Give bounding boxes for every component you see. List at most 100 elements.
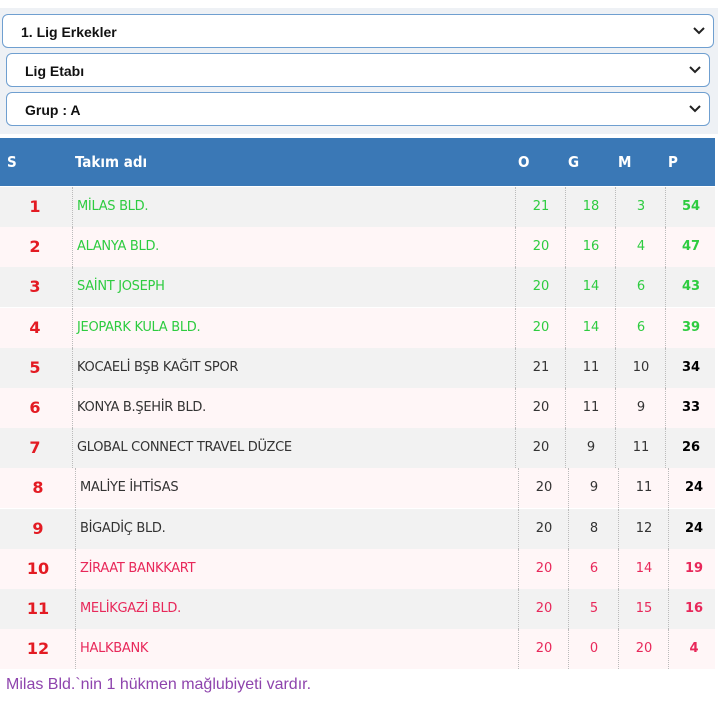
points: 4 [668, 629, 718, 670]
rank: 8 [32, 478, 44, 498]
stat: 21 [515, 187, 566, 227]
chevron [689, 105, 701, 113]
rank: 11 [26, 599, 50, 618]
filter-panel: 1. Lig Erkekler Lig Etabı Grup : A [0, 8, 718, 134]
stat: 6 [615, 267, 666, 308]
table-row: 3 SAİNT JOSEPH 20 14 6 43 [0, 267, 716, 308]
points: 24 [668, 468, 718, 509]
stat: 15 [618, 589, 669, 629]
footnote: Milas Bld.`nin 1 hükmen mağlubiyeti vard… [6, 676, 312, 693]
column-header: P [668, 153, 678, 171]
table-row: 10 ZİRAAT BANKKART 20 6 14 19 [0, 548, 718, 589]
stat: 20 [518, 468, 569, 509]
dropdown[interactable]: Grup : A [6, 92, 710, 126]
column-header: M [618, 153, 632, 171]
rank: 6 [29, 398, 41, 417]
stat: 5 [568, 589, 619, 629]
team-name: MELİKGAZİ BLD. [75, 589, 520, 629]
table-row: 6 KONYA B.ŞEHİR BLD. 20 11 9 33 [0, 388, 715, 428]
rank: 3 [29, 277, 41, 297]
stat: 9 [568, 468, 619, 509]
rank: 7 [29, 438, 41, 458]
stat: 3 [615, 187, 666, 227]
stat: 9 [565, 428, 616, 469]
stat: 6 [615, 307, 666, 348]
stat: 21 [515, 347, 566, 388]
table-row: 2 ALANYA BLD. 20 16 4 47 [0, 227, 716, 268]
rank: 9 [32, 518, 44, 538]
stat: 14 [618, 548, 669, 589]
points: 43 [665, 267, 716, 308]
stat: 11 [615, 428, 666, 469]
team-name: HALKBANK [75, 629, 520, 670]
column-header: O [518, 153, 530, 171]
stat: 4 [615, 227, 666, 268]
column-header: Takım adı [75, 153, 148, 171]
dropdown-label: Lig Etabı [25, 63, 85, 79]
points: 34 [665, 347, 716, 388]
stat: 14 [565, 307, 616, 348]
table-row: 5 KOCAELİ BŞB KAĞIT SPOR 21 11 10 34 [0, 347, 716, 388]
dropdown[interactable]: Lig Etabı [6, 53, 710, 87]
stat: 11 [565, 388, 616, 428]
stat: 20 [515, 227, 566, 268]
chevron [689, 66, 701, 74]
rank: 12 [26, 639, 50, 659]
table-row: 1 MİLAS BLD. 21 18 3 54 [0, 187, 715, 227]
stat: 11 [618, 468, 669, 509]
table-row: 8 MALİYE İHTİSAS 20 9 11 24 [0, 468, 718, 509]
dropdown-label: 1. Lig Erkekler [21, 24, 117, 40]
stat: 9 [615, 388, 666, 428]
chevron [693, 27, 705, 35]
stat: 8 [568, 508, 619, 549]
team-name: BİGADİÇ BLD. [75, 508, 520, 549]
points: 24 [668, 508, 718, 549]
points: 33 [665, 388, 716, 428]
table-row: 12 HALKBANK 20 0 20 4 [0, 629, 718, 670]
dropdown-label: Grup : A [25, 102, 81, 118]
stat: 20 [518, 589, 569, 629]
team-name: MİLAS BLD. [72, 187, 517, 227]
rank: 10 [26, 558, 50, 578]
table-header: S Takım adı O G M P [0, 138, 715, 186]
stat: 18 [565, 187, 616, 227]
stat: 20 [618, 629, 669, 670]
stat: 0 [568, 629, 619, 670]
points: 39 [665, 307, 716, 348]
stat: 11 [565, 347, 616, 388]
points: 47 [665, 227, 716, 268]
stat: 14 [565, 267, 616, 308]
team-name: ALANYA BLD. [72, 227, 517, 268]
stat: 20 [515, 428, 566, 469]
points: 19 [668, 548, 718, 589]
team-name: SAİNT JOSEPH [72, 267, 517, 308]
stat: 20 [515, 267, 566, 308]
stat: 20 [515, 388, 566, 428]
team-name: JEOPARK KULA BLD. [72, 307, 517, 348]
rank: 4 [29, 317, 41, 337]
team-name: GLOBAL CONNECT TRAVEL DÜZCE [72, 428, 517, 469]
table-row: 7 GLOBAL CONNECT TRAVEL DÜZCE 20 9 11 26 [0, 428, 716, 469]
stat: 6 [568, 548, 619, 589]
stat: 20 [518, 629, 569, 670]
stat: 12 [618, 508, 669, 549]
team-name: KOCAELİ BŞB KAĞIT SPOR [72, 347, 517, 388]
stat: 10 [615, 347, 666, 388]
stat: 20 [518, 508, 569, 549]
rank: 2 [29, 237, 41, 257]
table-row: 11 MELİKGAZİ BLD. 20 5 15 16 [0, 589, 715, 629]
table-row: 9 BİGADİÇ BLD. 20 8 12 24 [0, 508, 718, 549]
points: 26 [665, 428, 716, 469]
dropdown[interactable]: 1. Lig Erkekler [2, 14, 714, 48]
rank: 5 [29, 357, 41, 377]
points: 54 [665, 187, 716, 227]
team-name: KONYA B.ŞEHİR BLD. [72, 388, 517, 428]
stat: 20 [518, 548, 569, 589]
stat: 20 [515, 307, 566, 348]
table-row: 4 JEOPARK KULA BLD. 20 14 6 39 [0, 307, 716, 348]
rank: 1 [29, 197, 41, 216]
stat: 16 [565, 227, 616, 268]
points: 16 [668, 589, 718, 629]
column-header: S [7, 153, 17, 171]
